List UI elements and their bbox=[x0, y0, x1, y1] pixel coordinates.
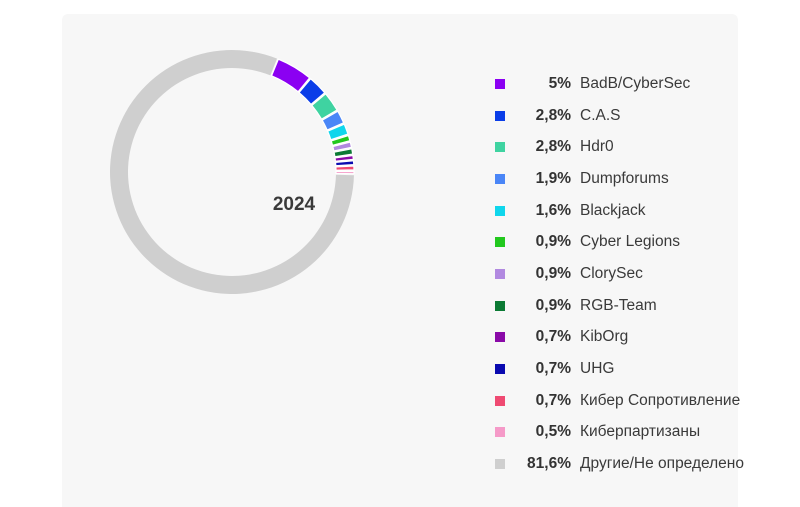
legend-item: 0,9% ClorySec bbox=[495, 258, 744, 290]
legend-label: Hdr0 bbox=[580, 138, 614, 156]
legend-label: Киберпартизаны bbox=[580, 423, 701, 441]
donut-slice-hdr0[interactable] bbox=[311, 92, 338, 120]
legend-percent: 1,6% bbox=[535, 201, 571, 219]
legend-percent: 1,9% bbox=[535, 169, 571, 187]
donut-slice-clorysec[interactable] bbox=[332, 141, 353, 152]
legend-percent: 0,7% bbox=[535, 328, 571, 346]
donut-slice-badb-cybersec[interactable] bbox=[270, 58, 311, 93]
legend-swatch bbox=[495, 142, 505, 153]
legend-percent: 2,8% bbox=[535, 138, 571, 156]
legend-label: KibOrg bbox=[580, 328, 629, 346]
legend-label: C.A.S bbox=[580, 106, 621, 124]
chart-card: 2024 5% BadB/CyberSec 2,8% C.A.S 2,8% Hdr0 1,9… bbox=[62, 14, 744, 507]
donut-slice-c-a-s[interactable] bbox=[298, 77, 326, 106]
legend-swatch bbox=[495, 268, 505, 279]
legend-item: 0,9% RGB-Team bbox=[495, 290, 744, 322]
legend-item: 0,9% Cyber Legions bbox=[495, 226, 744, 258]
donut-chart bbox=[110, 49, 355, 294]
legend-percent: 0,9% bbox=[535, 233, 571, 251]
donut-slice-rgb-team[interactable] bbox=[333, 148, 354, 158]
legend-item: 0,7% KibOrg bbox=[495, 322, 744, 354]
donut-slice-uhg[interactable] bbox=[334, 160, 355, 167]
legend-label: ClorySec bbox=[580, 264, 643, 282]
legend-percent: 0,7% bbox=[535, 391, 571, 409]
legend-percent: 0,7% bbox=[535, 360, 571, 378]
donut-center-label: 2024 bbox=[272, 194, 316, 215]
donut-slice-кибер-сопротивление[interactable] bbox=[335, 165, 355, 171]
legend-label: Dumpforums bbox=[580, 169, 669, 187]
legend-item: 0,7% UHG bbox=[495, 353, 744, 385]
legend-swatch bbox=[495, 205, 505, 216]
legend-label: BadB/CyberSec bbox=[580, 74, 691, 92]
legend-label: UHG bbox=[580, 360, 615, 378]
donut-slice-blackjack[interactable] bbox=[326, 123, 349, 141]
legend-item: 81,6% Другие/Не определено bbox=[495, 448, 744, 480]
legend-swatch bbox=[495, 78, 505, 89]
legend-label: Другие/Не определено bbox=[580, 455, 744, 473]
legend-item: 1,6% Blackjack bbox=[495, 195, 744, 227]
legend-percent: 0,9% bbox=[535, 264, 571, 282]
donut-slice-dumpforums[interactable] bbox=[321, 110, 345, 131]
legend-swatch bbox=[495, 110, 505, 121]
legend-item: 2,8% C.A.S bbox=[495, 100, 744, 132]
legend-percent: 0,5% bbox=[535, 423, 571, 441]
legend-item: 1,9% Dumpforums bbox=[495, 163, 744, 195]
legend-swatch bbox=[495, 395, 505, 406]
legend-item: 0,5% Киберпартизаны bbox=[495, 417, 744, 449]
legend-item: 5% BadB/CyberSec bbox=[495, 68, 744, 100]
legend-item: 0,7% Кибер Сопротивление bbox=[495, 385, 744, 417]
legend-percent: 0,9% bbox=[535, 296, 571, 314]
legend-swatch bbox=[495, 300, 505, 311]
legend-percent: 2,8% bbox=[535, 106, 571, 124]
legend-swatch bbox=[495, 459, 505, 470]
legend-swatch bbox=[495, 332, 505, 343]
donut-slice-cyber-legions[interactable] bbox=[330, 134, 351, 147]
chart-legend: 5% BadB/CyberSec 2,8% C.A.S 2,8% Hdr0 1,9% Dump… bbox=[495, 68, 744, 480]
legend-label: RGB-Team bbox=[580, 296, 657, 314]
legend-swatch bbox=[495, 237, 505, 248]
legend-swatch bbox=[495, 173, 505, 184]
donut-slice-kiborg[interactable] bbox=[334, 154, 354, 162]
legend-percent: 81,6% bbox=[527, 455, 571, 473]
legend-item: 2,8% Hdr0 bbox=[495, 131, 744, 163]
legend-swatch bbox=[495, 364, 505, 375]
legend-label: Cyber Legions bbox=[580, 233, 680, 251]
legend-label: Кибер Сопротивление bbox=[580, 391, 741, 409]
legend-percent: 5% bbox=[548, 74, 571, 92]
legend-label: Blackjack bbox=[580, 201, 646, 219]
donut-slice-киберпартизаны[interactable] bbox=[335, 170, 355, 175]
legend-swatch bbox=[495, 427, 505, 438]
